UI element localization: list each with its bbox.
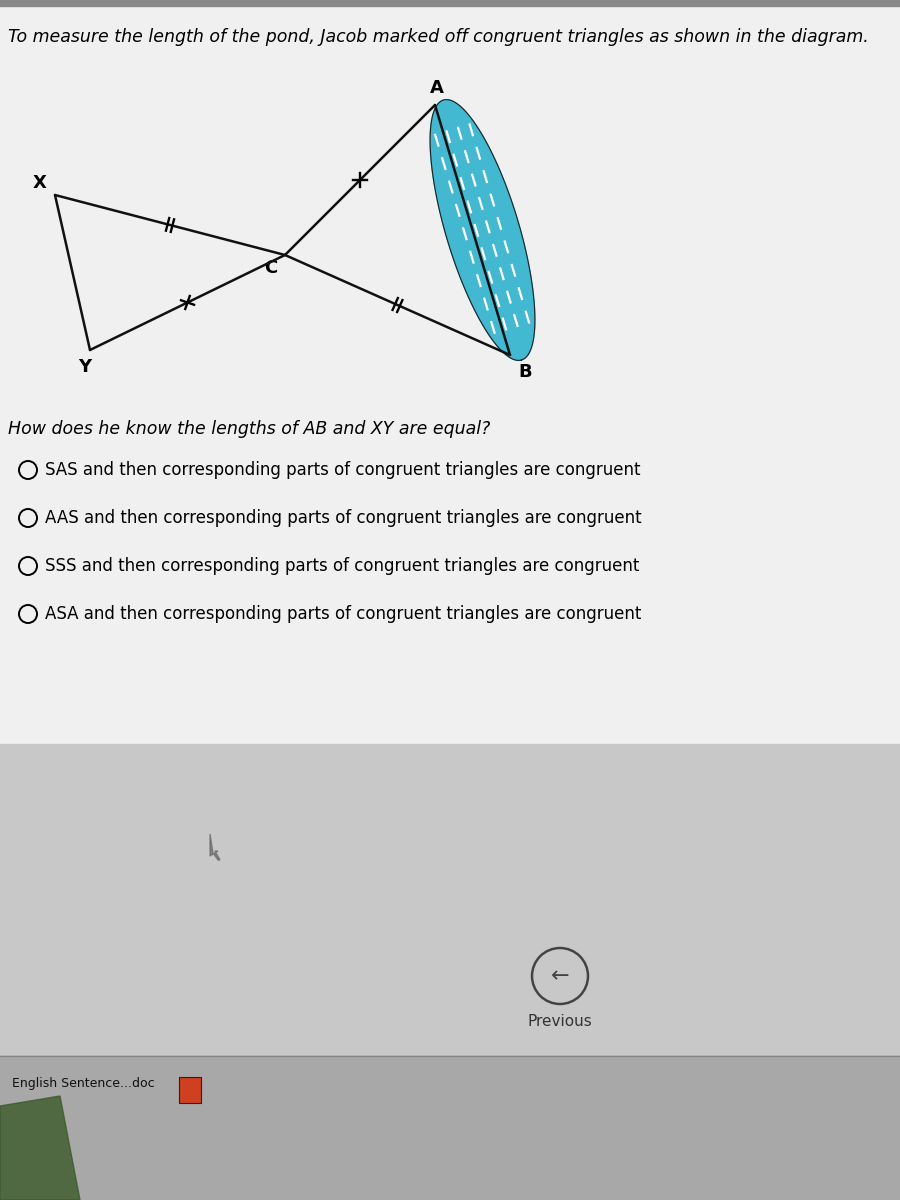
- Text: AAS and then corresponding parts of congruent triangles are congruent: AAS and then corresponding parts of cong…: [45, 509, 642, 527]
- Text: ←: ←: [551, 966, 570, 986]
- Polygon shape: [0, 1096, 80, 1200]
- Text: X: X: [33, 174, 47, 192]
- Text: C: C: [264, 259, 277, 277]
- Text: SAS and then corresponding parts of congruent triangles are congruent: SAS and then corresponding parts of cong…: [45, 461, 641, 479]
- Text: Previous: Previous: [527, 1014, 592, 1028]
- Text: English Sentence...doc: English Sentence...doc: [12, 1078, 155, 1091]
- Text: Y: Y: [78, 358, 92, 376]
- FancyBboxPatch shape: [179, 1078, 201, 1103]
- Text: SSS and then corresponding parts of congruent triangles are congruent: SSS and then corresponding parts of cong…: [45, 557, 639, 575]
- Text: ASA and then corresponding parts of congruent triangles are congruent: ASA and then corresponding parts of cong…: [45, 605, 642, 623]
- Polygon shape: [430, 100, 535, 360]
- Text: How does he know the lengths of AB and XY are equal?: How does he know the lengths of AB and X…: [8, 420, 491, 438]
- Text: To measure the length of the pond, Jacob marked off congruent triangles as shown: To measure the length of the pond, Jacob…: [8, 28, 868, 46]
- Text: A: A: [430, 79, 444, 97]
- Polygon shape: [210, 834, 220, 860]
- Text: B: B: [518, 362, 532, 382]
